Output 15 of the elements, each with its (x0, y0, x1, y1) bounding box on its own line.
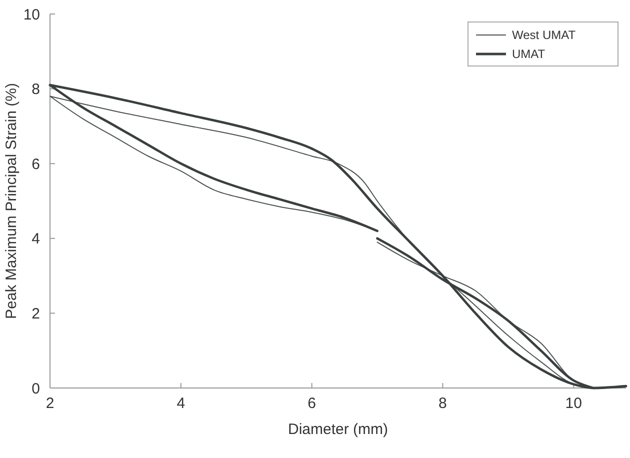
y-tick-label: 10 (23, 6, 40, 24)
x-tick-label: 10 (565, 395, 582, 412)
y-tick-label: 2 (32, 305, 40, 322)
legend-label: UMAT (512, 47, 546, 62)
y-tick-label: 4 (32, 230, 40, 248)
y-tick-label: 0 (32, 380, 40, 398)
x-axis-title: Diameter (mm) (288, 421, 388, 438)
x-tick-label: 6 (308, 395, 316, 412)
x-tick-label: 4 (176, 395, 186, 412)
x-tick-label: 2 (46, 395, 54, 412)
y-axis-title: Peak Maximum Principal Strain (%) (3, 83, 20, 319)
y-tick-label: 8 (32, 81, 40, 98)
x-tick-label: 8 (438, 395, 447, 412)
y-tick-label: 6 (32, 156, 40, 173)
legend-label: West UMAT (512, 28, 576, 42)
